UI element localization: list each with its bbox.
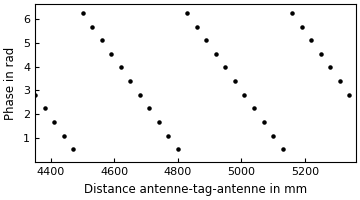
- Point: [232, 80, 238, 83]
- Point: [251, 107, 257, 110]
- Point: [70, 148, 76, 151]
- Point: [51, 120, 57, 124]
- Point: [61, 134, 67, 137]
- Point: [280, 148, 285, 151]
- Point: [213, 52, 219, 55]
- Point: [222, 66, 228, 69]
- Point: [108, 52, 114, 55]
- Point: [99, 39, 104, 42]
- Point: [137, 93, 143, 96]
- Point: [165, 134, 171, 137]
- Point: [175, 148, 181, 151]
- Point: [203, 39, 209, 42]
- Point: [118, 66, 123, 69]
- Point: [327, 66, 333, 69]
- Point: [289, 11, 295, 14]
- Point: [337, 80, 343, 83]
- Point: [42, 107, 48, 110]
- Point: [308, 39, 314, 42]
- Point: [270, 134, 276, 137]
- Point: [32, 93, 38, 96]
- Point: [242, 93, 247, 96]
- Point: [346, 93, 352, 96]
- Point: [194, 25, 200, 28]
- Point: [184, 11, 190, 14]
- Point: [156, 120, 162, 124]
- Point: [89, 25, 95, 28]
- Point: [127, 80, 133, 83]
- Point: [261, 120, 266, 124]
- Y-axis label: Phase in rad: Phase in rad: [4, 47, 17, 120]
- X-axis label: Distance antenne-tag-antenne in mm: Distance antenne-tag-antenne in mm: [84, 183, 307, 196]
- Point: [318, 52, 324, 55]
- Point: [80, 11, 85, 14]
- Point: [299, 25, 305, 28]
- Point: [147, 107, 152, 110]
